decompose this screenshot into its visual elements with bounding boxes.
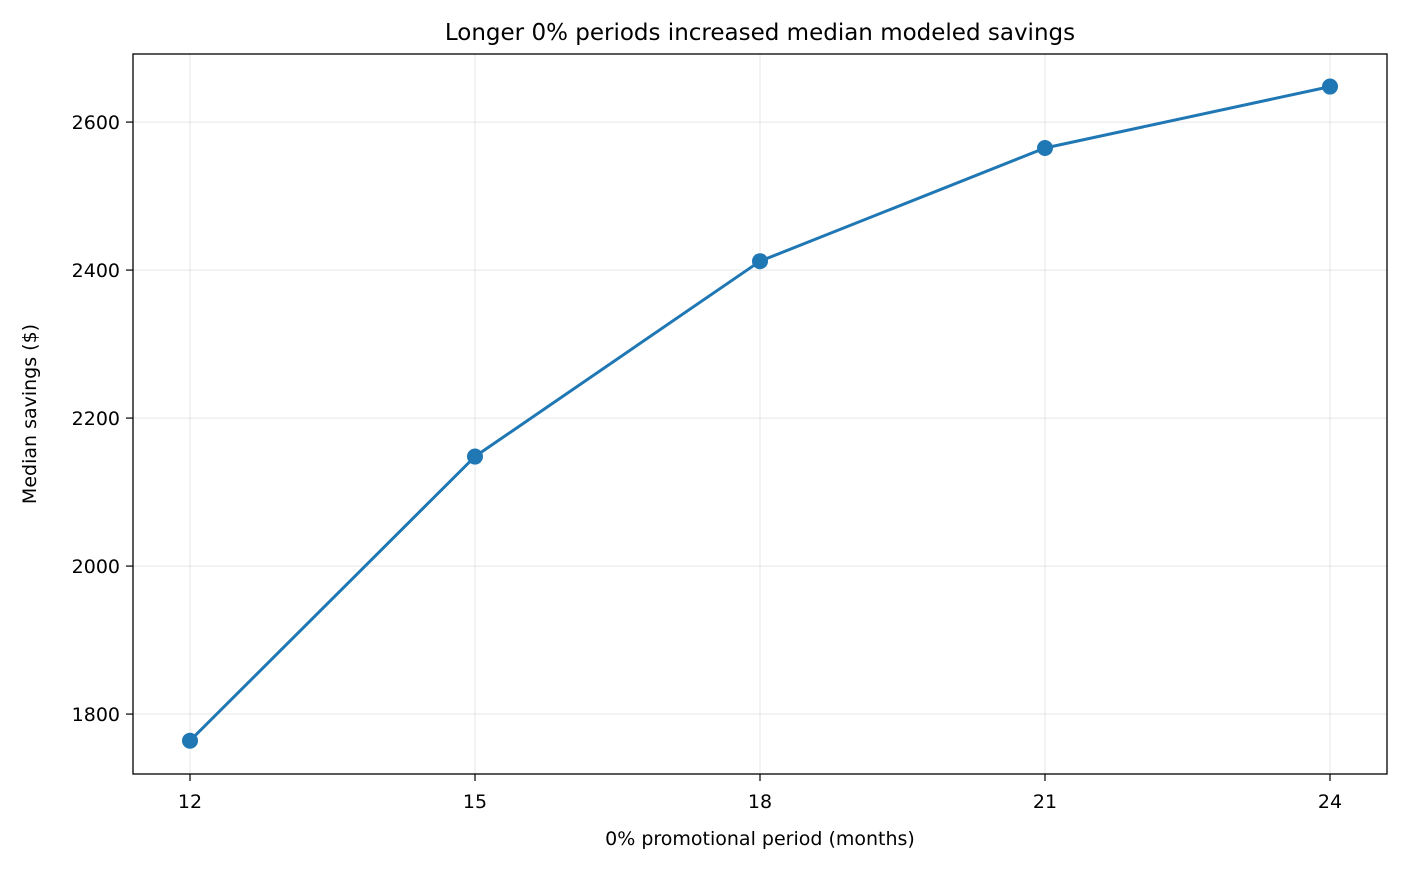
x-tick-label: 15 — [463, 791, 487, 813]
grid-layer — [133, 54, 1387, 774]
x-tick-label: 21 — [1033, 791, 1057, 813]
data-point — [182, 732, 198, 749]
series-layer — [182, 78, 1338, 749]
chart-title: Longer 0% periods increased median model… — [445, 20, 1075, 46]
y-axis-label: Median savings ($) — [19, 324, 41, 504]
x-tick-label: 24 — [1318, 791, 1342, 813]
data-point — [1037, 139, 1053, 156]
x-tick-label: 18 — [748, 791, 772, 813]
x-tick-label: 12 — [178, 791, 202, 813]
data-point — [467, 448, 483, 465]
y-tick-label: 2600 — [72, 112, 120, 134]
tick-layer: 12 15 18 21 24 1800 2000 2200 2400 2600 — [72, 112, 1342, 813]
data-point — [1322, 78, 1338, 95]
y-tick-label: 2000 — [72, 556, 120, 578]
data-point — [752, 253, 768, 270]
y-tick-label: 2200 — [72, 408, 120, 430]
y-tick-label: 1800 — [72, 704, 120, 726]
y-tick-label: 2400 — [72, 260, 120, 282]
x-axis-label: 0% promotional period (months) — [605, 828, 915, 850]
